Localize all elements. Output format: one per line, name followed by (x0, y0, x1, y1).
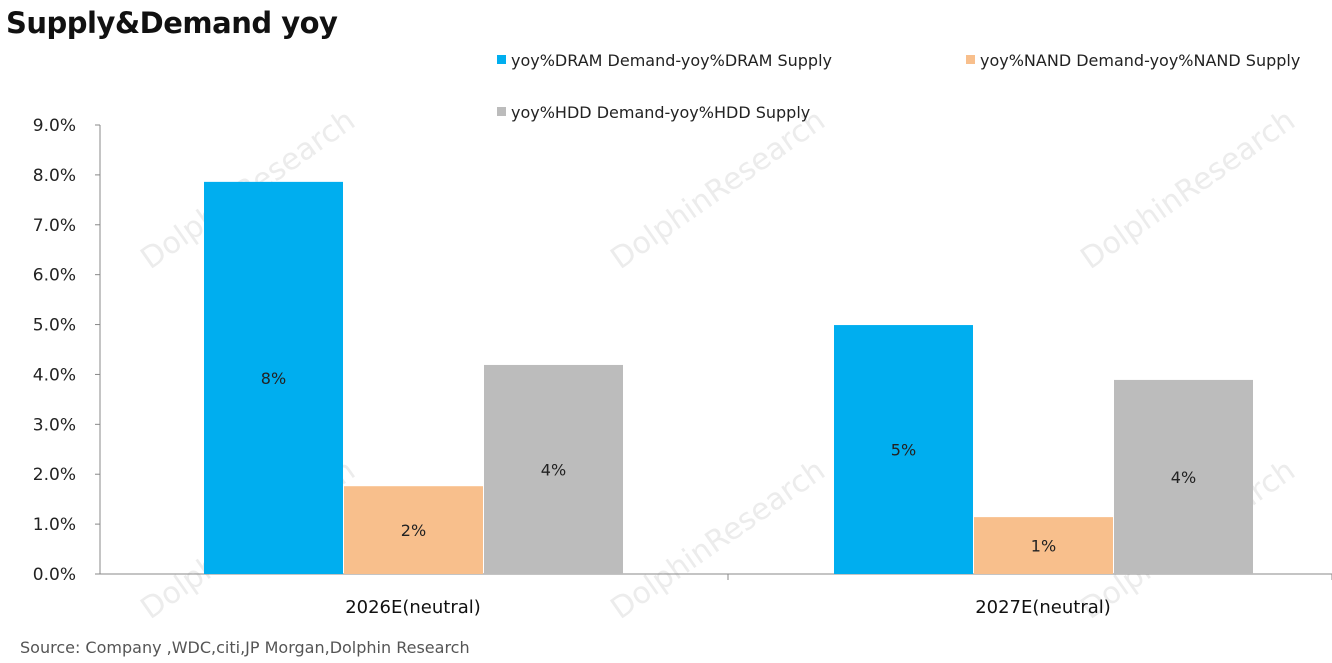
source-note: Source: Company ,WDC,citi,JP Morgan,Dolp… (20, 638, 470, 657)
watermark: DolphinResearch (605, 453, 832, 627)
chart-title: Supply&Demand yoy (6, 6, 338, 40)
bar-dram (204, 181, 343, 574)
bar-dram (834, 325, 973, 574)
data-label: 5% (891, 441, 916, 460)
y-tick-label: 7.0% (33, 216, 76, 236)
data-label: 2% (401, 521, 426, 540)
watermark: DolphinResearch (605, 103, 832, 277)
data-label: 8% (261, 369, 286, 388)
legend-swatch (966, 55, 975, 64)
y-tick-label: 8.0% (33, 166, 76, 186)
y-tick-label: 2.0% (33, 465, 76, 485)
legend-swatch (497, 55, 506, 64)
bar-nand (974, 517, 1113, 574)
y-tick-label: 3.0% (33, 415, 76, 435)
y-tick-label: 6.0% (33, 266, 76, 286)
legend-label: yoy%HDD Demand-yoy%HDD Supply (511, 103, 810, 122)
legend-label: yoy%NAND Demand-yoy%NAND Supply (980, 51, 1300, 70)
legend-label: yoy%DRAM Demand-yoy%DRAM Supply (511, 51, 832, 70)
x-category-label: 2026E(neutral) (345, 597, 481, 618)
data-label: 1% (1031, 537, 1056, 556)
y-tick-label: 5.0% (33, 316, 76, 336)
bar-hdd (1114, 379, 1253, 574)
y-tick-label: 0.0% (33, 565, 76, 585)
legend-swatch (497, 107, 506, 116)
y-tick-label: 4.0% (33, 365, 76, 385)
watermark: DolphinResearch (1075, 103, 1302, 277)
data-label: 4% (1171, 468, 1196, 487)
y-tick-label: 9.0% (33, 116, 76, 136)
bar-nand (344, 486, 483, 574)
y-tick-label: 1.0% (33, 515, 76, 535)
bar-hdd (484, 364, 623, 574)
data-label: 4% (541, 460, 566, 479)
x-category-label: 2027E(neutral) (975, 597, 1111, 618)
